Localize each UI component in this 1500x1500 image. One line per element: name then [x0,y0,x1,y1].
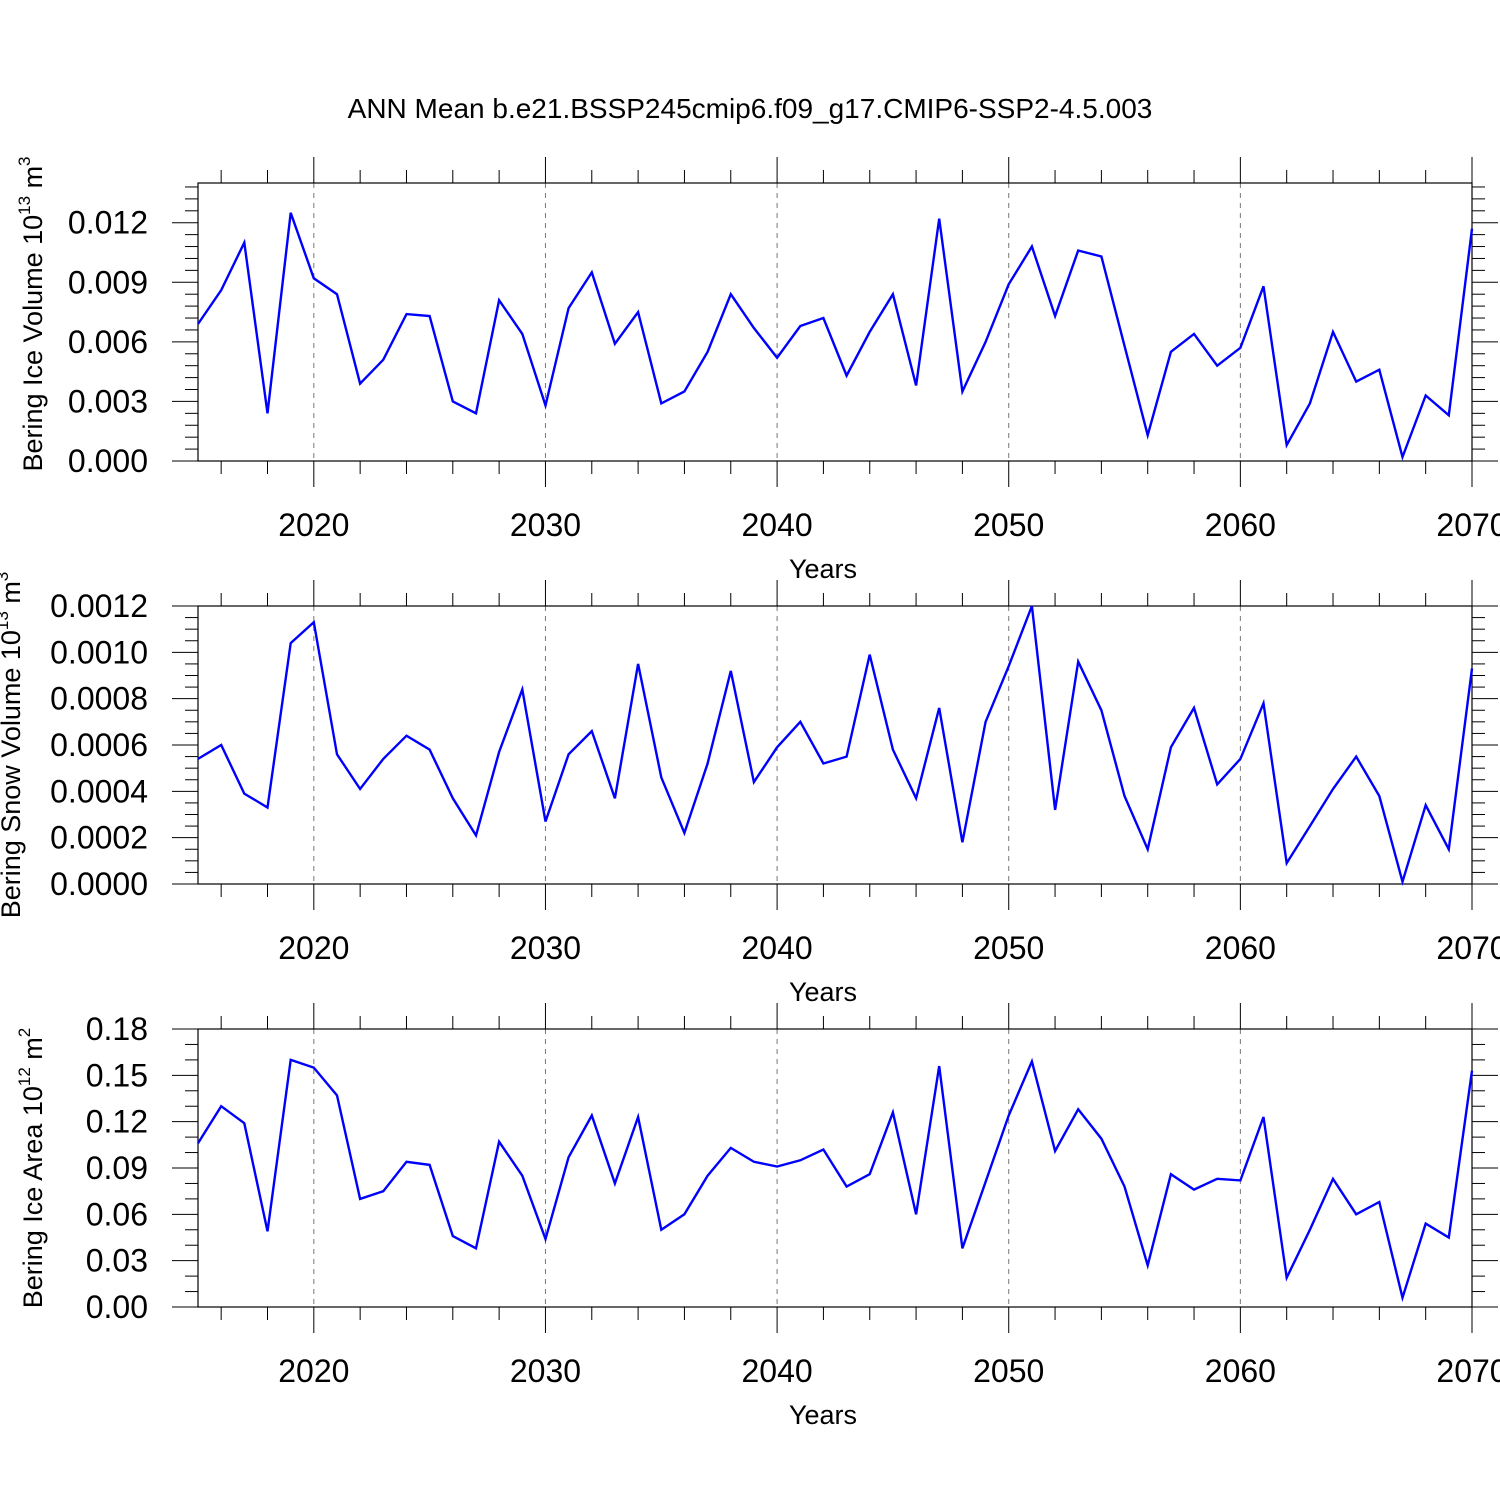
ice-area-series-line [196,1057,1474,1303]
snow-volume-y-axis-title: Bering Snow Volume 1013 m3 [0,572,26,919]
snow-volume-series-line [197,605,1474,887]
ice-volume-x-axis-title: Years [789,554,857,584]
chart-title: ANN Mean b.e21.BSSP245cmip6.f09_g17.CMIP… [348,93,1153,124]
ice-volume-y-title-exp: 13 [15,196,34,215]
ice-area-panel: 2020 2030 2040 2050 2060 2070 0.00 0.03 0.06 0.09… [15,1003,1500,1430]
ice-volume-x-tick-label: 2040 [741,507,812,543]
ice-volume-plot-frame [197,182,1473,462]
ice-area-y-tick-label: 0.00 [86,1289,148,1325]
ice-area-y-axis-title: Bering Ice Area 1012 m2 [15,1028,48,1309]
snow-volume-x-tick-label: 2040 [741,930,812,966]
snow-volume-plot-frame [197,605,1473,885]
ice-volume-x-tick-label: 2070 [1436,507,1500,543]
ice-volume-y-tick-label: 0.006 [68,324,148,360]
ice-area-x-tick-label: 2060 [1205,1353,1276,1389]
snow-volume-x-tick-label: 2070 [1436,930,1500,966]
snow-volume-y-tick-label: 0.0004 [50,773,148,809]
snow-volume-x-axis-title: Years [789,977,857,1007]
snow-volume-y-tick-label: 0.0002 [50,820,148,856]
snow-volume-y-title-main: Bering Snow Volume 10 [0,630,26,918]
ice-area-y-tick-label: 0.09 [86,1150,148,1186]
ice-area-y-title-unit-exp: 2 [15,1028,34,1037]
ice-volume-x-tick-label: 2060 [1205,507,1276,543]
snow-volume-y-tick-label: 0.0008 [50,681,148,717]
snow-volume-y-title-unit-exp: 3 [0,572,12,581]
ice-area-y-title-unit: m [18,1037,48,1067]
ice-volume-y-axis-title: Bering Ice Volume 1013 m3 [15,156,48,471]
snow-volume-x-tick-label: 2030 [510,930,581,966]
snow-volume-y-tick-label: 0.0012 [50,588,148,624]
ice-area-x-tick-label: 2050 [973,1353,1044,1389]
ice-area-y-title-main: Bering Ice Area 10 [18,1086,48,1308]
ice-area-y-tick-label: 0.03 [86,1243,148,1279]
snow-volume-x-tick-label: 2060 [1205,930,1276,966]
ice-area-y-title-exp: 12 [15,1067,34,1086]
ice-area-y-tick-label: 0.18 [86,1011,148,1047]
ice-volume-y-title-main: Bering Ice Volume 10 [18,215,48,472]
ice-volume-y-tick-label: 0.003 [68,383,148,419]
ice-area-y-tick-label: 0.12 [86,1104,148,1140]
ice-volume-y-title-unit: m [18,166,48,196]
ice-volume-x-tick-label: 2050 [973,507,1044,543]
snow-volume-x-tick-label: 2050 [973,930,1044,966]
snow-volume-y-tick-label: 0.0000 [50,866,148,902]
ice-area-x-axis-title: Years [789,1400,857,1430]
snow-volume-y-title-exp: 13 [0,611,12,630]
ice-volume-y-tick-label: 0.012 [68,205,148,241]
ice-volume-y-tick-label: 0.009 [68,264,148,300]
ice-area-y-tick-label: 0.15 [86,1057,148,1093]
ice-volume-x-tick-label: 2020 [278,507,349,543]
ice-area-x-tick-label: 2070 [1436,1353,1500,1389]
ice-volume-panel: 2020 2030 2040 2050 2060 2070 0.000 0.003 0.006 0… [15,156,1500,584]
snow-volume-y-tick-label: 0.0010 [50,634,148,670]
ice-volume-series-line [197,212,1474,461]
snow-volume-panel: 2020 2030 2040 2050 2060 2070 0.0000 0.0002 0.00… [0,572,1500,1007]
ice-area-y-tick-label: 0.06 [86,1196,148,1232]
ice-area-x-tick-label: 2040 [741,1353,812,1389]
ice-volume-y-tick-label: 0.000 [68,443,148,479]
snow-volume-y-title-unit: m [0,581,26,611]
snow-volume-x-tick-label: 2020 [278,930,349,966]
snow-volume-y-tick-label: 0.0006 [50,727,148,763]
ice-area-x-tick-label: 2030 [510,1353,581,1389]
ice-area-x-tick-label: 2020 [278,1353,349,1389]
ice-volume-y-title-unit-exp: 3 [15,156,34,165]
ice-volume-x-tick-label: 2030 [510,507,581,543]
